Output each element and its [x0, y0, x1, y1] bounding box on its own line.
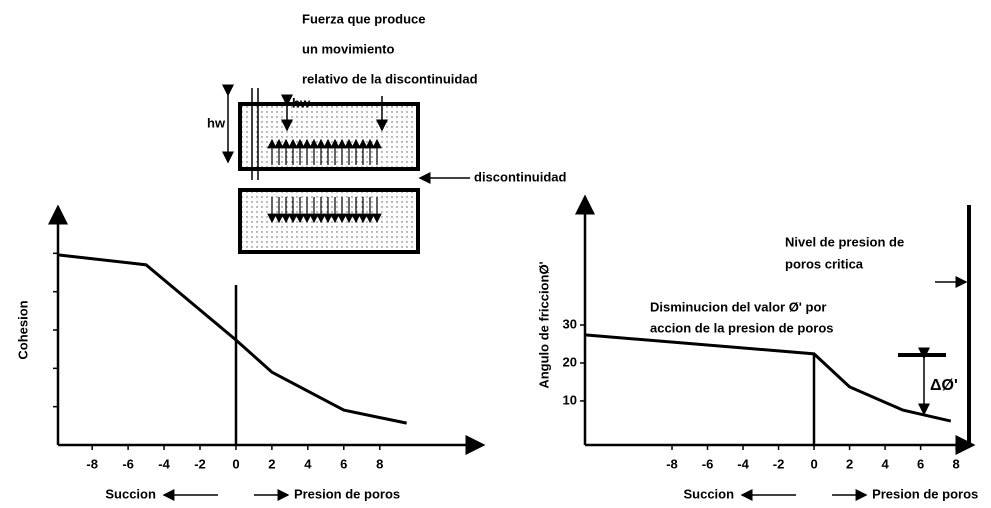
- hw-label: hw: [292, 95, 311, 110]
- x-axis-label: Succion: [105, 486, 156, 501]
- annotation: Disminucion del valor Ø' por: [650, 299, 826, 314]
- pressure-arrows: [267, 138, 382, 224]
- annotation: poros critica: [785, 256, 864, 271]
- x-tick-label: 6: [340, 456, 347, 471]
- x-tick-label: -8: [86, 456, 98, 471]
- x-tick-label: -2: [773, 456, 785, 471]
- y-tick-label: 20: [563, 354, 577, 369]
- data-line: [584, 333, 952, 423]
- x-tick-label: 6: [917, 456, 924, 471]
- diagram: Fuerza que produce un movimiento relativ…: [207, 11, 567, 254]
- x-axis-label: Presion de poros: [294, 486, 400, 501]
- x-tick-label: 2: [268, 456, 275, 471]
- delta-label: ΔØ': [930, 377, 958, 394]
- hw-label: hw: [207, 115, 226, 130]
- x-tick-label: 0: [232, 456, 239, 471]
- force-label: relativo de la discontinuidad: [302, 71, 478, 86]
- force-label: Fuerza que produce: [302, 11, 426, 26]
- x-tick-label: -6: [702, 456, 714, 471]
- x-tick-label: 2: [846, 456, 853, 471]
- x-tick-label: 0: [810, 456, 817, 471]
- lower-block: [238, 188, 420, 254]
- y-axis-label: Cohesion: [15, 300, 30, 359]
- x-tick-label: 8: [376, 456, 383, 471]
- annotation: accion de la presion de poros: [650, 320, 834, 335]
- x-tick-label: -8: [666, 456, 678, 471]
- x-tick-label: -4: [737, 456, 749, 471]
- x-tick-label: 8: [953, 456, 960, 471]
- x-tick-label: 4: [304, 456, 312, 471]
- x-tick-label: -4: [158, 456, 170, 471]
- y-axis-label: Angulo de friccionØ': [536, 261, 551, 388]
- data-line: [57, 253, 408, 425]
- x-axis-label: Succion: [683, 486, 734, 501]
- y-tick-label: 30: [563, 316, 577, 331]
- upper-block: [238, 102, 420, 171]
- annotation: Nivel de presion de: [785, 234, 904, 249]
- discontinuity-label: discontinuidad: [474, 169, 567, 184]
- y-tick-label: 10: [563, 392, 577, 407]
- force-label: un movimiento: [302, 41, 395, 56]
- x-tick-label: 4: [881, 456, 889, 471]
- x-tick-label: -6: [122, 456, 134, 471]
- x-tick-label: -2: [194, 456, 206, 471]
- x-axis-label: Presion de poros: [872, 486, 978, 501]
